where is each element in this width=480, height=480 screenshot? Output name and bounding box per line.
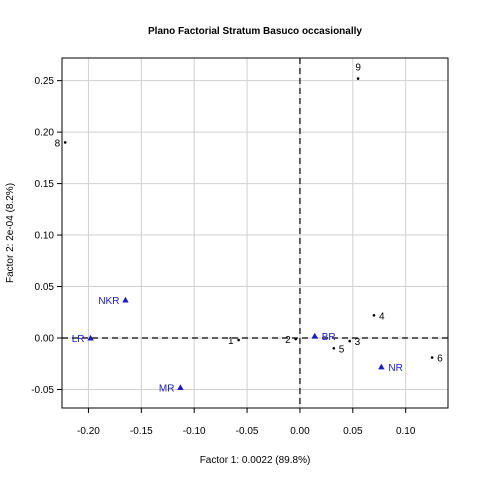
column-point-label: MR [159,383,175,394]
y-axis: -0.05 0.00 0.05 0.10 0.15 0.20 0.25 [31,76,62,396]
row-point-label: 8 [55,138,61,149]
column-point-NKR [122,296,129,303]
column-point-label: BR [322,332,336,343]
column-point-label: LR [72,334,85,345]
y-tick-label: -0.05 [31,385,54,396]
y-tick-label: 0.25 [35,76,55,87]
reference-lines [62,58,448,408]
row-point-5 [332,346,336,350]
row-point-4 [372,314,376,317]
chart-title: Plano Factorial Stratum Basuco occasiona… [148,26,362,37]
y-tick-label: 0.15 [35,179,55,190]
x-axis-label: Factor 1: 0.0022 (89.8%) [200,455,311,466]
row-point-label: 9 [355,63,361,74]
column-point-MR [177,384,184,390]
column-point-NR [378,363,385,370]
x-tick-label: -0.20 [77,426,100,437]
y-tick-label: 0.20 [35,128,55,139]
column-point-label: NKR [98,296,119,307]
row-point-label: 4 [379,311,385,322]
x-tick-label: 0.05 [343,426,363,437]
row-point-label: 2 [285,335,291,346]
row-point-label: 3 [355,337,361,348]
y-tick-label: 0.00 [35,334,55,345]
row-point-6 [430,356,434,359]
y-axis-label: Factor 2: 2e-04 (8.2%) [5,183,16,283]
row-point-label: 5 [339,344,345,355]
row-point-3 [348,339,351,343]
column-point-LR [87,334,94,341]
x-axis: -0.20 -0.15 -0.10 -0.05 0.00 0.05 0.10 [77,408,416,437]
row-point-label: 6 [437,354,443,365]
grid [62,58,448,408]
plot-frame [61,57,449,409]
x-tick-label: 0.00 [290,426,310,437]
x-tick-label: -0.05 [236,426,259,437]
x-tick-label: -0.10 [183,426,206,437]
column-point-label: NR [388,363,402,374]
row-point-label: 1 [228,336,234,347]
column-point-BR [311,332,318,339]
y-tick-label: 0.10 [35,231,55,242]
row-point-9 [356,77,360,80]
row-point-1 [237,338,240,342]
data-points: 1 2 3 4 5 6 8 9 NKR LR MR BR NR [55,63,444,395]
row-point-8 [63,141,67,144]
y-tick-label: 0.05 [35,282,55,293]
x-tick-label: 0.10 [396,426,416,437]
row-point-2 [294,337,298,341]
x-tick-label: -0.15 [130,426,153,437]
